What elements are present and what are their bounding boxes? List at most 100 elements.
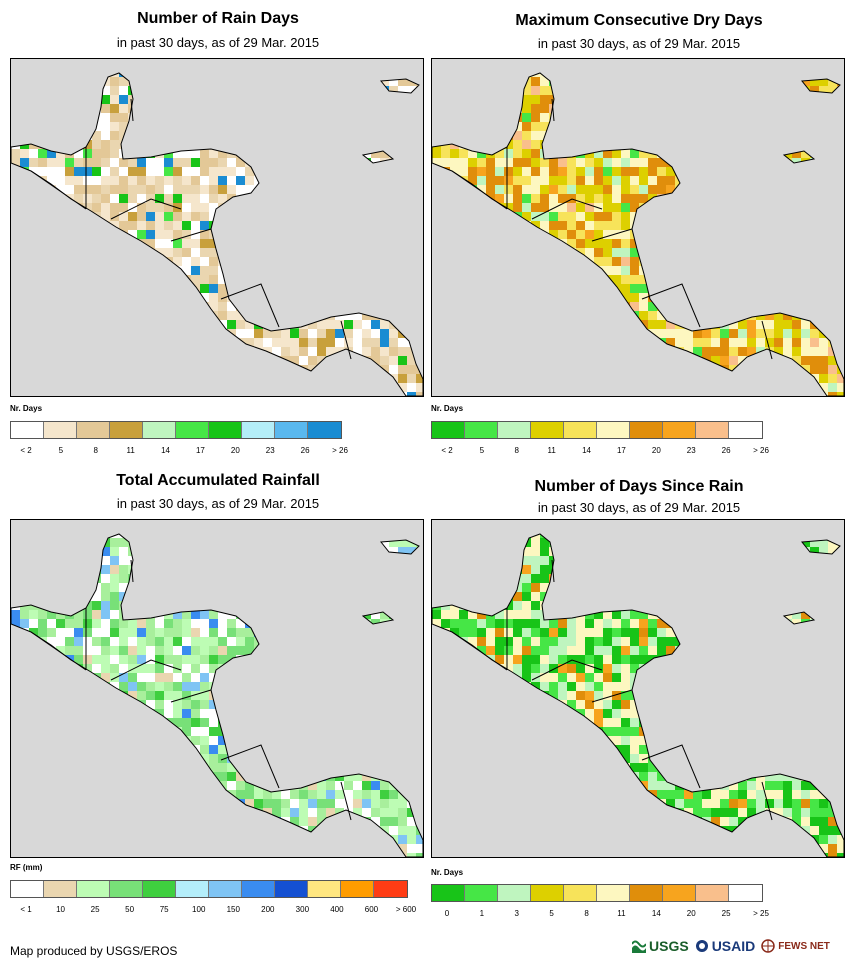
grid-cell bbox=[191, 763, 200, 772]
grid-cell bbox=[477, 365, 486, 374]
legend-tick-label: 14 bbox=[582, 446, 591, 455]
grid-cell bbox=[11, 727, 20, 736]
grid-cell bbox=[441, 239, 450, 248]
grid-cell bbox=[468, 149, 477, 158]
grid-cell bbox=[65, 230, 74, 239]
grid-cell bbox=[227, 565, 236, 574]
grid-cell bbox=[612, 59, 621, 68]
grid-cell bbox=[317, 637, 326, 646]
grid-cell bbox=[522, 185, 531, 194]
grid-cell bbox=[540, 239, 549, 248]
grid-cell bbox=[101, 547, 110, 556]
grid-cell bbox=[182, 392, 191, 396]
grid-cell bbox=[29, 275, 38, 284]
grid-cell bbox=[191, 520, 200, 529]
grid-cell bbox=[468, 221, 477, 230]
grid-cell bbox=[353, 167, 362, 176]
grid-cell bbox=[594, 212, 603, 221]
grid-cell bbox=[56, 167, 65, 176]
grid-cell bbox=[371, 347, 380, 356]
grid-cell bbox=[290, 538, 299, 547]
grid-cell bbox=[432, 77, 441, 86]
grid-cell bbox=[83, 790, 92, 799]
grid-cell bbox=[416, 73, 423, 77]
grid-cell bbox=[245, 73, 254, 77]
grid-cell bbox=[711, 239, 720, 248]
grid-cell bbox=[693, 167, 702, 176]
grid-cell bbox=[819, 113, 828, 122]
grid-cell bbox=[227, 140, 236, 149]
grid-cell bbox=[702, 338, 711, 347]
grid-cell bbox=[155, 140, 164, 149]
grid-cell bbox=[837, 356, 844, 365]
grid-cell bbox=[398, 302, 407, 311]
grid-cell bbox=[281, 149, 290, 158]
grid-cell bbox=[308, 356, 317, 365]
grid-cell bbox=[155, 311, 164, 320]
grid-cell bbox=[137, 203, 146, 212]
grid-cell bbox=[182, 790, 191, 799]
grid-cell bbox=[317, 664, 326, 673]
grid-cell bbox=[74, 772, 83, 781]
grid-cell bbox=[182, 140, 191, 149]
grid-cell bbox=[522, 149, 531, 158]
grid-cell bbox=[56, 239, 65, 248]
grid-cell bbox=[29, 709, 38, 718]
grid-cell bbox=[513, 239, 522, 248]
grid-cell bbox=[245, 727, 254, 736]
grid-cell bbox=[164, 781, 173, 790]
grid-cell bbox=[20, 646, 29, 655]
grid-cell bbox=[56, 574, 65, 583]
grid-cell bbox=[495, 104, 504, 113]
grid-cell bbox=[549, 239, 558, 248]
grid-cell bbox=[11, 167, 20, 176]
grid-cell bbox=[236, 691, 245, 700]
grid-cell bbox=[353, 95, 362, 104]
grid-cell bbox=[20, 565, 29, 574]
grid-cell bbox=[308, 212, 317, 221]
grid-cell bbox=[83, 374, 92, 383]
grid-cell bbox=[371, 583, 380, 592]
grid-cell bbox=[353, 140, 362, 149]
grid-cell bbox=[227, 113, 236, 122]
grid-cell bbox=[74, 257, 83, 266]
grid-cell bbox=[432, 320, 441, 329]
grid-cell bbox=[531, 356, 540, 365]
grid-cell bbox=[639, 158, 648, 167]
grid-cell bbox=[702, 266, 711, 275]
grid-cell bbox=[513, 158, 522, 167]
grid-cell bbox=[486, 104, 495, 113]
grid-cell bbox=[200, 356, 209, 365]
grid-cell bbox=[684, 203, 693, 212]
grid-cell bbox=[227, 601, 236, 610]
grid-cell bbox=[371, 790, 380, 799]
grid-cell bbox=[720, 275, 729, 284]
grid-cell bbox=[65, 140, 74, 149]
grid-cell bbox=[299, 556, 308, 565]
grid-cell bbox=[227, 302, 236, 311]
grid-cell bbox=[344, 329, 353, 338]
grid-cell bbox=[290, 619, 299, 628]
grid-cell bbox=[398, 284, 407, 293]
grid-cell bbox=[407, 583, 416, 592]
grid-cell bbox=[801, 266, 810, 275]
grid-cell bbox=[191, 383, 200, 392]
grid-cell bbox=[245, 700, 254, 709]
grid-cell bbox=[380, 95, 389, 104]
grid-cell bbox=[137, 392, 146, 396]
grid-cell bbox=[639, 311, 648, 320]
grid-cell bbox=[657, 356, 666, 365]
grid-cell bbox=[182, 158, 191, 167]
grid-cell bbox=[218, 356, 227, 365]
grid-cell bbox=[380, 610, 389, 619]
grid-cell bbox=[281, 194, 290, 203]
grid-cell bbox=[137, 574, 146, 583]
grid-cell bbox=[362, 392, 371, 396]
grid-cell bbox=[38, 772, 47, 781]
grid-cell bbox=[182, 185, 191, 194]
grid-cell bbox=[20, 311, 29, 320]
grid-cell bbox=[254, 556, 263, 565]
grid-cell bbox=[164, 86, 173, 95]
grid-cell bbox=[353, 320, 362, 329]
grid-cell bbox=[290, 329, 299, 338]
